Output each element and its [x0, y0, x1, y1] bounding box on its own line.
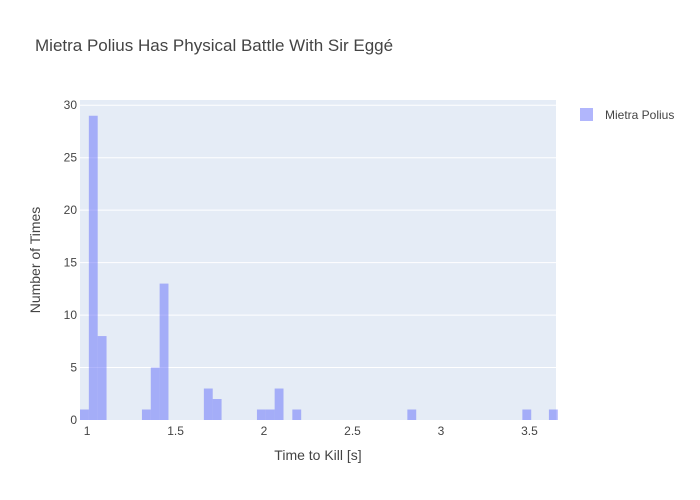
histogram-bar[interactable] — [548, 409, 558, 420]
histogram-bar[interactable] — [150, 367, 160, 420]
histogram-bar[interactable] — [407, 409, 417, 420]
histogram-bar[interactable] — [203, 388, 213, 420]
histogram-bar[interactable] — [212, 399, 222, 420]
histogram-bar[interactable] — [274, 388, 284, 420]
histogram-bars — [80, 115, 558, 420]
x-tick-label: 1 — [84, 424, 91, 438]
x-axis-title: Time to Kill [s] — [274, 447, 361, 463]
chart-title: Mietra Polius Has Physical Battle With S… — [35, 36, 393, 55]
legend-swatch — [580, 108, 593, 121]
y-tick-label: 5 — [70, 361, 77, 375]
y-tick-label: 0 — [70, 413, 77, 427]
y-tick-label: 10 — [64, 308, 78, 322]
x-tick-label: 3 — [438, 424, 445, 438]
x-tick-label: 2 — [261, 424, 268, 438]
histogram-bar[interactable] — [265, 409, 275, 420]
histogram-bar[interactable] — [292, 409, 302, 420]
y-tick-label: 25 — [64, 151, 78, 165]
x-tick-label: 3.5 — [521, 424, 538, 438]
histogram-bar[interactable] — [80, 409, 89, 420]
histogram-bar[interactable] — [159, 283, 169, 420]
y-tick-label: 30 — [64, 98, 78, 112]
y-axis-ticks: 0 5 10 15 20 25 30 — [64, 98, 78, 427]
legend-label: Mietra Polius — [605, 108, 674, 122]
histogram-bar[interactable] — [141, 409, 151, 420]
histogram-bar[interactable] — [522, 409, 532, 420]
plot-area — [80, 100, 556, 420]
y-axis-title: Number of Times — [27, 207, 43, 314]
y-tick-label: 20 — [64, 203, 78, 217]
histogram-bar[interactable] — [88, 115, 98, 420]
histogram-bar[interactable] — [256, 409, 266, 420]
histogram-bar[interactable] — [97, 336, 107, 420]
x-tick-label: 2.5 — [344, 424, 361, 438]
x-tick-label: 1.5 — [167, 424, 184, 438]
x-axis-ticks: 1 1.5 2 2.5 3 3.5 — [84, 424, 538, 438]
legend[interactable]: Mietra Polius — [580, 108, 674, 122]
y-tick-label: 15 — [64, 256, 78, 270]
